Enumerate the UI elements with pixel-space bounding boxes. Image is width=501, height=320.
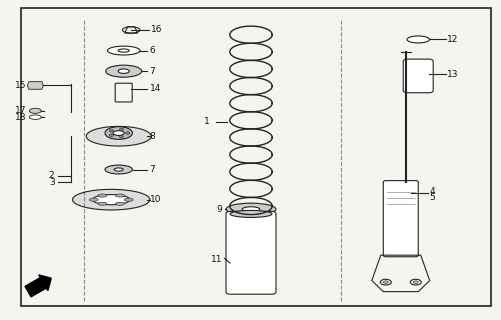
Text: 13: 13 xyxy=(446,70,458,79)
Ellipse shape xyxy=(92,195,130,205)
Ellipse shape xyxy=(242,207,259,212)
Ellipse shape xyxy=(118,49,129,52)
Ellipse shape xyxy=(105,127,132,140)
Text: 7: 7 xyxy=(149,165,155,174)
Ellipse shape xyxy=(113,131,124,135)
Circle shape xyxy=(119,135,123,138)
Circle shape xyxy=(125,132,129,134)
Ellipse shape xyxy=(106,65,141,77)
Text: 10: 10 xyxy=(149,195,161,204)
Ellipse shape xyxy=(105,165,132,174)
Ellipse shape xyxy=(229,211,272,217)
Ellipse shape xyxy=(29,115,41,119)
Polygon shape xyxy=(27,82,43,89)
Ellipse shape xyxy=(107,46,140,55)
Ellipse shape xyxy=(406,36,429,43)
Text: 5: 5 xyxy=(429,193,434,202)
Ellipse shape xyxy=(115,202,124,205)
Text: 6: 6 xyxy=(149,46,155,55)
Text: 16: 16 xyxy=(151,25,162,35)
Ellipse shape xyxy=(383,281,387,284)
Ellipse shape xyxy=(86,126,151,146)
Ellipse shape xyxy=(225,203,276,215)
Text: 11: 11 xyxy=(210,255,221,264)
Text: 8: 8 xyxy=(149,132,155,141)
Circle shape xyxy=(109,130,113,132)
Text: FR.: FR. xyxy=(27,277,48,295)
Ellipse shape xyxy=(412,281,417,284)
Ellipse shape xyxy=(72,189,150,210)
Ellipse shape xyxy=(115,194,124,197)
Circle shape xyxy=(119,128,123,131)
Ellipse shape xyxy=(124,198,133,201)
FancyBboxPatch shape xyxy=(225,212,276,294)
Ellipse shape xyxy=(98,194,107,197)
FancyBboxPatch shape xyxy=(402,59,432,93)
Ellipse shape xyxy=(118,69,129,73)
Ellipse shape xyxy=(98,202,107,205)
Text: 9: 9 xyxy=(216,205,221,214)
Text: 15: 15 xyxy=(15,81,26,90)
Ellipse shape xyxy=(89,198,98,201)
Ellipse shape xyxy=(29,108,41,113)
FancyBboxPatch shape xyxy=(383,180,417,257)
Ellipse shape xyxy=(114,168,123,171)
Text: 14: 14 xyxy=(149,84,161,93)
Text: 1: 1 xyxy=(204,117,209,126)
Circle shape xyxy=(109,134,113,137)
Text: 17: 17 xyxy=(15,106,26,115)
Text: 7: 7 xyxy=(149,67,155,76)
Text: 2: 2 xyxy=(49,172,54,180)
Text: 4: 4 xyxy=(429,187,434,196)
Text: 18: 18 xyxy=(15,113,26,122)
Text: 12: 12 xyxy=(446,35,457,44)
Text: 3: 3 xyxy=(49,178,55,187)
